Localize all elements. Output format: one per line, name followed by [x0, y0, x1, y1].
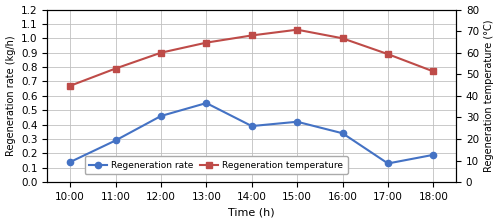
Regeneration rate — [249, 125, 255, 127]
Regeneration temperature — [249, 34, 255, 37]
X-axis label: Time (h): Time (h) — [228, 207, 275, 217]
Regeneration temperature — [430, 70, 436, 73]
Regeneration temperature — [294, 28, 300, 31]
Regeneration rate — [112, 139, 118, 142]
Regeneration temperature — [112, 67, 118, 70]
Regeneration rate — [204, 102, 210, 104]
Y-axis label: Regeneration temperature (°C): Regeneration temperature (°C) — [484, 20, 494, 172]
Regeneration rate — [385, 162, 391, 165]
Regeneration temperature — [204, 41, 210, 44]
Regeneration temperature — [158, 51, 164, 54]
Regeneration rate — [294, 120, 300, 123]
Y-axis label: Regeneration rate (kg/h): Regeneration rate (kg/h) — [6, 35, 16, 156]
Regeneration temperature — [385, 53, 391, 56]
Line: Regeneration temperature: Regeneration temperature — [67, 27, 436, 89]
Regeneration rate — [67, 161, 73, 163]
Regeneration temperature — [67, 85, 73, 87]
Regeneration rate — [340, 132, 345, 135]
Line: Regeneration rate: Regeneration rate — [67, 100, 436, 167]
Regeneration temperature — [340, 37, 345, 40]
Legend: Regeneration rate, Regeneration temperature: Regeneration rate, Regeneration temperat… — [84, 156, 347, 174]
Regeneration rate — [158, 115, 164, 117]
Regeneration rate — [430, 153, 436, 156]
